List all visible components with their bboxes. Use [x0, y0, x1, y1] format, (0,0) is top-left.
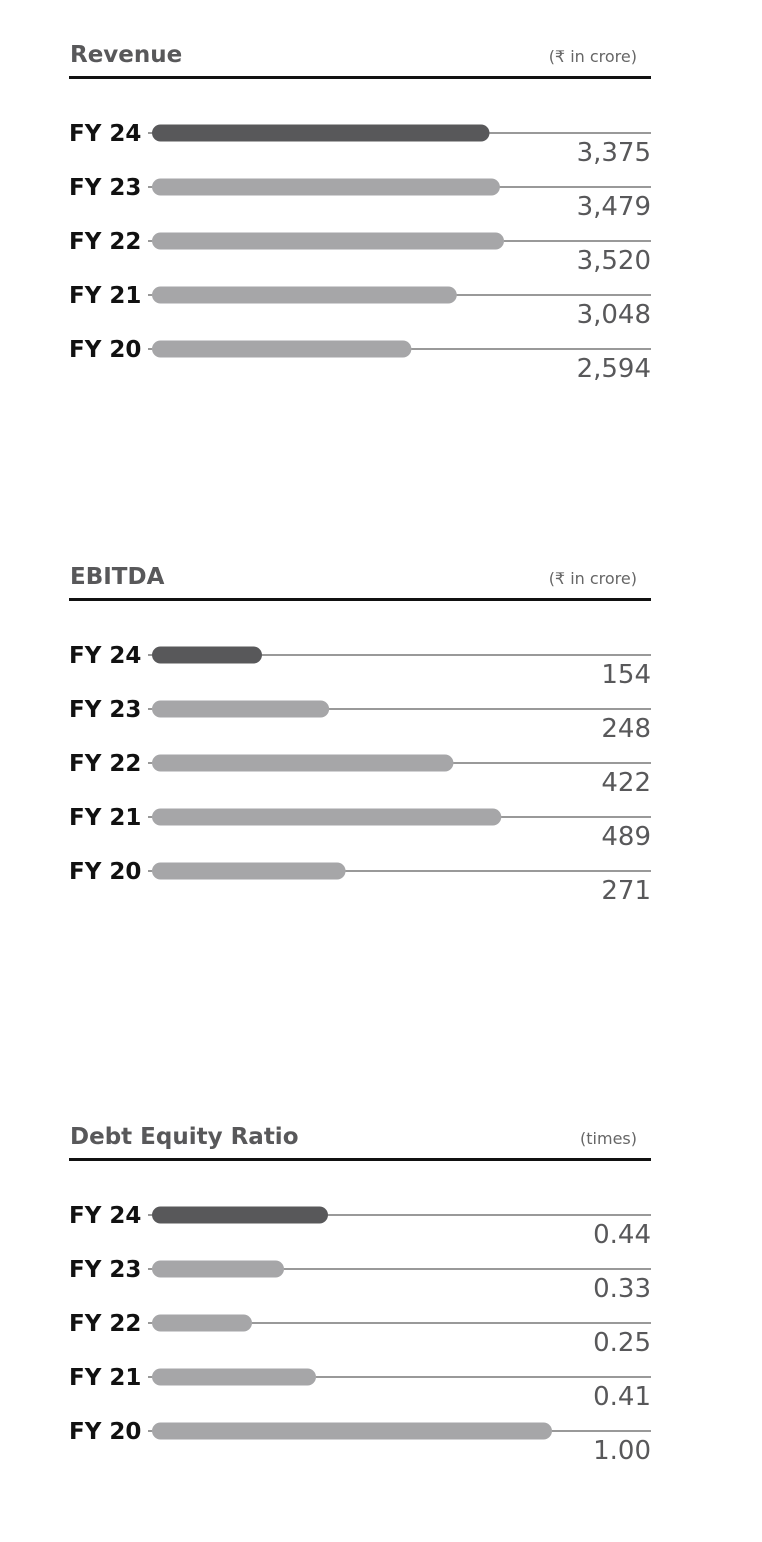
bar [152, 646, 262, 664]
category-label: FY 22 [69, 1311, 141, 1337]
revenue-chart: Revenue (₹ in crore) FY 24 3,375 FY 23 3,47… [69, 40, 651, 400]
category-label: FY 23 [69, 175, 141, 201]
bar [152, 1206, 328, 1224]
category-label: FY 24 [69, 1203, 141, 1229]
category-label: FY 22 [69, 751, 141, 777]
value-label: 3,048 [577, 300, 651, 330]
value-label: 489 [601, 822, 651, 852]
chart-unit: (times) [580, 1129, 637, 1148]
bar [152, 178, 500, 196]
value-label: 248 [601, 714, 651, 744]
value-label: 422 [601, 768, 651, 798]
value-label: 0.41 [593, 1382, 651, 1412]
bar [152, 862, 346, 880]
bar [152, 700, 330, 718]
bar [152, 286, 457, 304]
bar [152, 1422, 552, 1440]
chart-unit: (₹ in crore) [548, 569, 637, 588]
chart-title: Revenue [70, 42, 183, 68]
bar [152, 808, 502, 826]
bar [152, 754, 454, 772]
bar [152, 1368, 316, 1386]
revenue-bars: FY 24 3,375 FY 23 3,479 FY 22 3,520 FY 21 3,048… [69, 121, 651, 384]
debt-equity-chart: Debt Equity Ratio (times) FY 24 0.44 FY 23… [69, 1122, 651, 1482]
category-label: FY 20 [69, 337, 141, 363]
bar [152, 1314, 252, 1332]
value-label: 0.33 [593, 1274, 651, 1304]
value-label: 3,375 [577, 138, 651, 168]
category-label: FY 23 [69, 697, 141, 723]
category-label: FY 24 [69, 121, 141, 147]
debt-equity-bars: FY 24 0.44 FY 23 0.33 FY 22 0.25 FY 21 0.41 FY 2… [69, 1203, 651, 1466]
ebitda-bars: FY 24 154 FY 23 248 FY 22 422 FY 21 489 FY 20 271 [69, 643, 651, 906]
value-label: 3,520 [577, 246, 651, 276]
bar [152, 1260, 284, 1278]
bar [152, 340, 412, 358]
category-label: FY 20 [69, 1419, 141, 1445]
chart-header-rule [69, 1158, 651, 1161]
chart-header-rule [69, 76, 651, 79]
bar [152, 232, 504, 250]
value-label: 0.25 [593, 1328, 651, 1358]
value-label: 271 [601, 876, 651, 906]
category-label: FY 20 [69, 859, 141, 885]
value-label: 2,594 [577, 354, 651, 384]
value-label: 154 [601, 660, 651, 690]
category-label: FY 23 [69, 1257, 141, 1283]
category-label: FY 21 [69, 805, 141, 831]
value-label: 3,479 [577, 192, 651, 222]
category-label: FY 22 [69, 229, 141, 255]
category-label: FY 24 [69, 643, 141, 669]
value-label: 1.00 [593, 1436, 651, 1466]
chart-unit: (₹ in crore) [548, 47, 637, 66]
bar [152, 124, 490, 142]
category-label: FY 21 [69, 283, 141, 309]
chart-header-rule [69, 598, 651, 601]
value-label: 0.44 [593, 1220, 651, 1250]
chart-title: EBITDA [70, 564, 165, 590]
ebitda-chart: EBITDA (₹ in crore) FY 24 154 FY 23 248 FY 2… [69, 562, 651, 922]
category-label: FY 21 [69, 1365, 141, 1391]
chart-title: Debt Equity Ratio [70, 1124, 299, 1150]
